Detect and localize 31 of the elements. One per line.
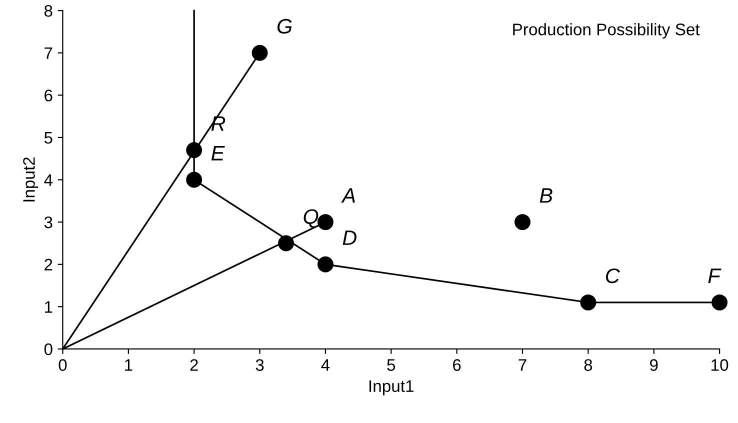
y-tick-label: 3 [44, 216, 52, 228]
x-tick-label: 3 [256, 359, 264, 371]
x-tick-label: 2 [190, 359, 198, 371]
annotation: G [277, 18, 292, 34]
x-tick-label: 5 [387, 359, 396, 371]
x-tick-label: 4 [321, 359, 330, 371]
y-tick-label: 6 [44, 90, 52, 102]
x-tick-label: 1 [125, 359, 132, 371]
x-tick-label: 8 [584, 359, 592, 371]
y-tick-label: 5 [44, 132, 52, 144]
x-tick-label: 9 [650, 359, 658, 371]
annotation: Production Possibility Set [513, 23, 700, 39]
annotation: D [342, 230, 356, 245]
y-tick-label: 1 [45, 301, 52, 313]
annotation: E [211, 146, 225, 160]
y-tick-label: 0 [44, 343, 52, 356]
annotation: B [540, 188, 552, 203]
y-tick-label: 2 [44, 258, 52, 270]
annotation: A [341, 188, 355, 203]
y-tick-label: 7 [44, 47, 52, 59]
x-tick-label: 7 [518, 359, 526, 371]
x-tick-label: 0 [58, 359, 67, 371]
y-axis-title: Input2 [23, 157, 38, 202]
x-tick-label: 6 [453, 359, 461, 371]
x-tick-label: 10 [712, 359, 728, 371]
y-tick-label: 8 [44, 4, 52, 17]
annotation: F [708, 268, 722, 283]
annotation: Q [304, 209, 318, 228]
x-axis-title: Input1 [370, 380, 414, 396]
y-tick-label: 4 [44, 174, 53, 186]
annotation: C [606, 268, 620, 284]
